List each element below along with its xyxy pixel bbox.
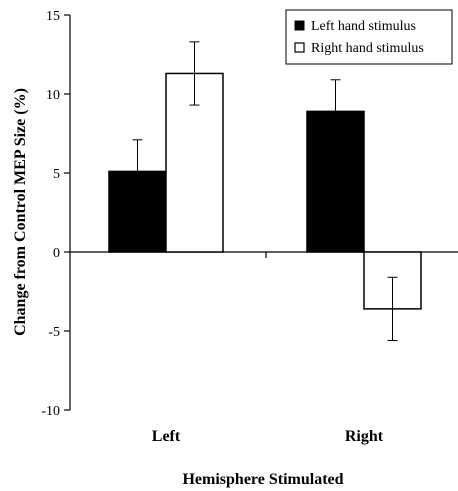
y-tick-label: 10 [46, 88, 60, 103]
y-tick-label: 0 [53, 246, 60, 261]
legend-label-right-hand: Right hand stimulus [311, 41, 424, 56]
bars [108, 41, 422, 341]
legend-label-left-hand: Left hand stimulus [311, 19, 416, 34]
y-tick-label: 5 [53, 167, 60, 182]
y-tick-label: 15 [46, 9, 60, 24]
legend: Left hand stimulus Right hand stimulus [285, 9, 453, 65]
legend-swatch-left-hand [294, 20, 305, 31]
x-category-label: Right [345, 428, 384, 445]
legend-frame [285, 9, 453, 65]
y-axis: 15 10 5 0 -5 -10 [41, 9, 71, 419]
y-tick-label: -5 [48, 325, 60, 340]
y-tick-label: -10 [41, 404, 60, 419]
legend-swatch-right-hand [294, 42, 305, 53]
x-axis-title: Hemisphere Stimulated [182, 471, 343, 488]
category-labels: Left Right [152, 428, 384, 445]
y-axis-title: Change from Control MEP Size (%) [12, 88, 29, 336]
x-category-label: Left [152, 428, 181, 445]
